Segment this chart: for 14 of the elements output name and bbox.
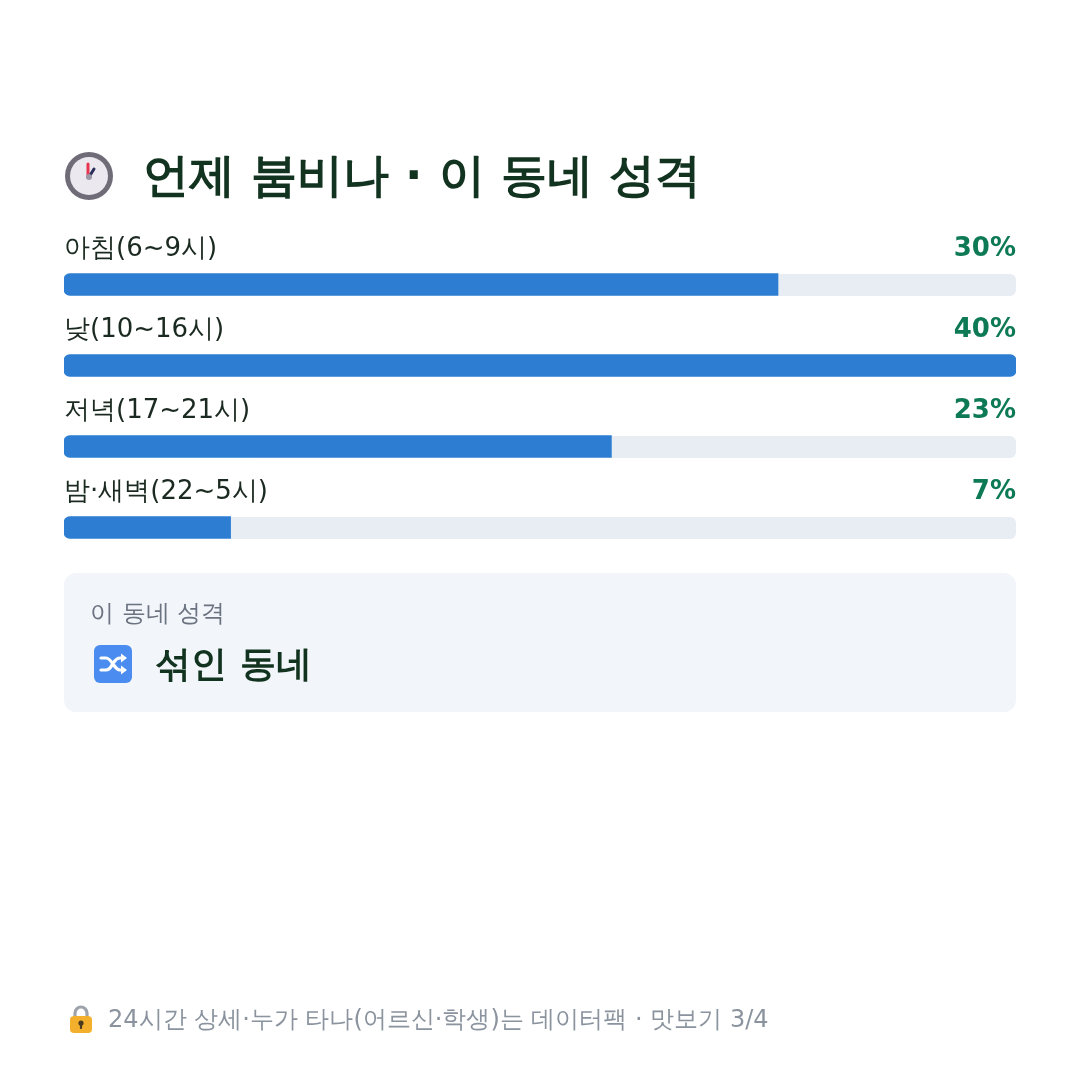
text: 이 동네 성격 xyxy=(90,598,226,629)
data-label: 40% xyxy=(953,313,1016,344)
data-label: 7% xyxy=(971,475,1016,506)
chart-title: 언제 붐비나 · 이 동네 성격 xyxy=(143,147,701,204)
y-tick-label: 밤·새벽(22~5시) xyxy=(64,475,268,506)
text: 24시간 상세·누가 타나(어르신·학생)는 데이터팩 · 맛보기 3/4 xyxy=(108,1004,769,1035)
data-label: 23% xyxy=(953,394,1016,425)
bar xyxy=(64,354,1016,377)
bar xyxy=(64,516,231,539)
y-tick-label: 저녁(17~21시) xyxy=(64,394,251,425)
text: 섞인 동네 xyxy=(155,641,312,686)
y-tick-label: 아침(6~9시) xyxy=(64,232,218,263)
y-tick-label: 낮(10~16시) xyxy=(64,313,225,344)
data-label: 30% xyxy=(953,232,1016,263)
